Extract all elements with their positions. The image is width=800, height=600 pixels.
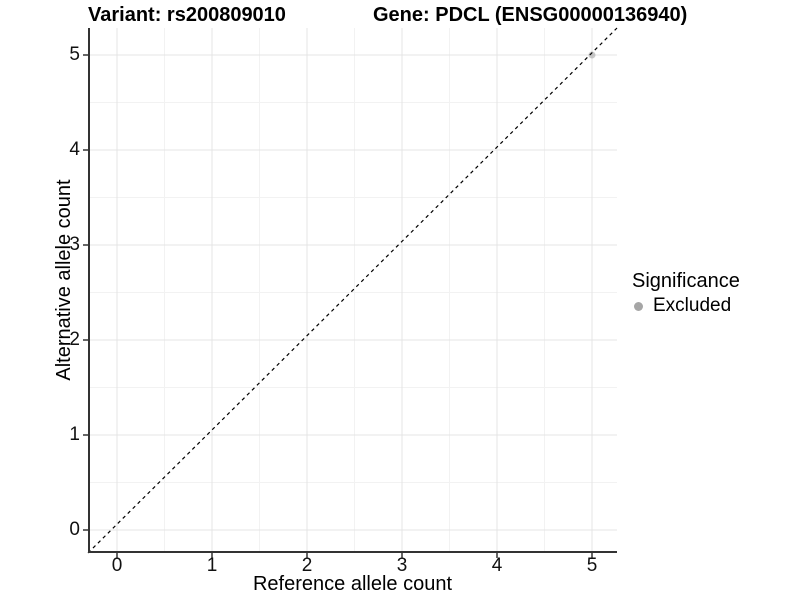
x-tick-label: 2 bbox=[301, 555, 313, 576]
x-axis-title: Reference allele count bbox=[252, 573, 452, 595]
x-tick-label: 5 bbox=[586, 555, 598, 576]
data-point bbox=[588, 51, 596, 59]
y-axis-title: Alternative allele count bbox=[53, 179, 75, 381]
plot-title-variant: Variant: rs200809010 bbox=[88, 4, 286, 26]
x-tick-label: 3 bbox=[396, 555, 408, 576]
plot-panel bbox=[83, 27, 618, 558]
y-tick-label: 2 bbox=[69, 329, 80, 350]
plot-title-gene: Gene: PDCL (ENSG00000136940) bbox=[373, 4, 688, 26]
identity-reference-line bbox=[87, 27, 618, 554]
legend-key-dot-icon bbox=[634, 301, 643, 311]
legend: Significance Excluded bbox=[632, 271, 740, 317]
y-tick-label: 4 bbox=[69, 139, 80, 160]
x-tick-label: 1 bbox=[206, 555, 218, 576]
legend-title: Significance bbox=[632, 270, 740, 292]
y-tick-label: 3 bbox=[69, 234, 80, 255]
y-tick-label: 5 bbox=[69, 44, 80, 65]
legend-item-excluded: Excluded bbox=[632, 295, 740, 317]
y-tick-label: 1 bbox=[69, 424, 80, 445]
y-tick-label: 0 bbox=[69, 519, 80, 540]
x-tick-label: 4 bbox=[491, 555, 503, 576]
legend-item-label: Excluded bbox=[653, 295, 732, 316]
plot-panel-svg bbox=[83, 27, 618, 558]
x-tick-label: 0 bbox=[111, 555, 123, 576]
